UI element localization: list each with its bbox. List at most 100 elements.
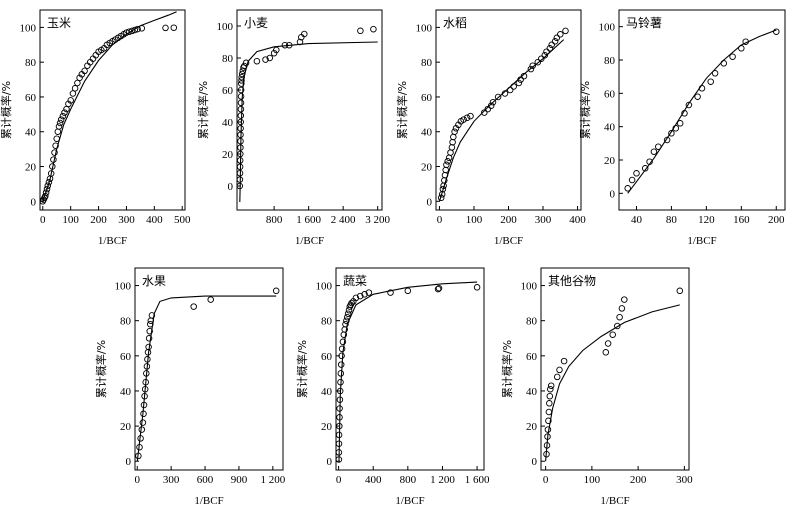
data-point bbox=[344, 310, 352, 317]
y-tick-label: 0 bbox=[31, 196, 37, 208]
y-axis-label: 累计概率/% bbox=[395, 81, 409, 139]
data-point bbox=[170, 24, 178, 31]
y-tick-label: 80 bbox=[421, 57, 433, 69]
x-tick-label: 600 bbox=[197, 474, 214, 486]
x-tick-label: 120 bbox=[698, 214, 715, 226]
data-point bbox=[773, 28, 780, 35]
y-tick-label: 40 bbox=[321, 386, 333, 398]
data-point bbox=[538, 55, 545, 62]
data-point bbox=[676, 287, 684, 295]
data-point bbox=[352, 294, 360, 302]
x-tick-label: 100 bbox=[62, 214, 79, 226]
data-point bbox=[237, 118, 244, 126]
data-point bbox=[448, 144, 456, 151]
data-point bbox=[460, 116, 467, 123]
data-point bbox=[434, 285, 442, 293]
data-point bbox=[547, 385, 554, 393]
data-point bbox=[628, 176, 636, 184]
x-tick-label: 900 bbox=[231, 474, 248, 486]
data-point bbox=[146, 327, 153, 335]
data-point bbox=[443, 161, 450, 169]
y-tick-label: 60 bbox=[526, 351, 538, 363]
data-point bbox=[546, 400, 553, 407]
x-tick-label: 400 bbox=[569, 214, 586, 226]
x-tick-label: 160 bbox=[733, 214, 750, 226]
chart-title: 水果 bbox=[142, 274, 166, 288]
y-tick-label: 100 bbox=[316, 281, 333, 293]
y-tick-label: 60 bbox=[25, 92, 37, 104]
data-point bbox=[729, 53, 736, 60]
data-point bbox=[435, 284, 443, 292]
data-point bbox=[61, 109, 68, 116]
data-point bbox=[547, 382, 555, 389]
chart-panel-2: 800 1 600 2 400 3 200 0 20 40 60 80 100 小麦 1/BCF 累计概… bbox=[196, 9, 391, 247]
data-point bbox=[560, 357, 568, 365]
fitted-curve bbox=[545, 304, 680, 462]
data-point bbox=[357, 27, 364, 35]
data-point bbox=[253, 57, 261, 65]
plot-area bbox=[336, 281, 481, 463]
y-tick-label: 60 bbox=[604, 88, 616, 100]
x-tick-label: 800 bbox=[400, 474, 417, 486]
y-tick-label: 80 bbox=[25, 57, 37, 69]
data-point bbox=[51, 149, 58, 156]
data-point bbox=[604, 340, 612, 347]
data-point bbox=[67, 97, 74, 104]
x-tick-label: 0 bbox=[543, 474, 549, 486]
data-point bbox=[148, 312, 156, 319]
x-tick-label: 200 bbox=[500, 214, 517, 226]
y-tick-label: 20 bbox=[222, 149, 234, 161]
x-tick-label: 40 bbox=[631, 214, 643, 226]
y-axis-label: 累计概率/% bbox=[196, 81, 210, 139]
data-point bbox=[238, 77, 245, 84]
data-point bbox=[361, 291, 368, 298]
data-point bbox=[237, 86, 245, 94]
data-point bbox=[534, 58, 542, 66]
y-tick-label: 80 bbox=[526, 316, 538, 328]
chart-panel-1: 0 100 200 300 400 500 0 20 40 60 80 100 玉米 1/BCF 累计概率/… bbox=[0, 9, 191, 247]
y-tick-label: 0 bbox=[228, 181, 234, 193]
data-point bbox=[621, 296, 628, 303]
data-point bbox=[339, 338, 347, 346]
data-point bbox=[370, 25, 377, 33]
plot-area bbox=[437, 27, 569, 202]
data-point bbox=[546, 45, 554, 52]
x-axis-label: 1/BCF bbox=[194, 495, 223, 507]
data-point bbox=[545, 408, 553, 416]
x-tick-label: 1 600 bbox=[465, 474, 490, 486]
x-tick-label: 400 bbox=[365, 474, 382, 486]
chart-panel-3: 0 100 200 300 400 0 20 40 60 80 100 水稻 1/BCF 累计概率/% bbox=[395, 9, 586, 247]
x-tick-label: 0 bbox=[40, 214, 46, 226]
chart-panel-7: 0 100 200 300 0 20 40 60 80 100 其他谷物 1/BCF 累计概率/% bbox=[500, 267, 693, 507]
data-point bbox=[609, 331, 616, 338]
data-point bbox=[481, 109, 488, 116]
data-point bbox=[668, 130, 675, 137]
x-axis-label: 1/BCF bbox=[600, 495, 629, 507]
data-point bbox=[337, 370, 345, 377]
y-tick-label: 20 bbox=[120, 421, 132, 433]
fitted-curve bbox=[438, 39, 565, 202]
data-point bbox=[624, 185, 631, 192]
y-tick-label: 60 bbox=[321, 351, 333, 363]
plot-area bbox=[135, 287, 280, 462]
x-tick-label: 0 bbox=[336, 474, 342, 486]
data-point bbox=[301, 30, 308, 38]
data-point bbox=[650, 148, 658, 155]
data-point bbox=[494, 93, 502, 101]
data-point bbox=[69, 90, 77, 97]
chart-panel-6: 0 400 800 1 200 1 600 0 20 40 60 80 100 蔬菜 1/BCF 累计概率… bbox=[295, 267, 490, 507]
data-point bbox=[145, 335, 153, 342]
x-tick-label: 800 bbox=[266, 214, 283, 226]
chart-title: 马铃薯 bbox=[626, 15, 662, 30]
x-tick-label: 200 bbox=[630, 474, 647, 486]
y-tick-label: 20 bbox=[526, 421, 538, 433]
data-point bbox=[52, 142, 59, 149]
data-point bbox=[484, 105, 492, 113]
data-point bbox=[515, 79, 523, 87]
plot-area bbox=[40, 11, 178, 205]
data-point bbox=[273, 46, 280, 54]
plot-frame bbox=[39, 9, 186, 211]
data-point bbox=[544, 426, 552, 433]
data-point bbox=[338, 352, 345, 360]
y-tick-label: 60 bbox=[421, 92, 433, 104]
